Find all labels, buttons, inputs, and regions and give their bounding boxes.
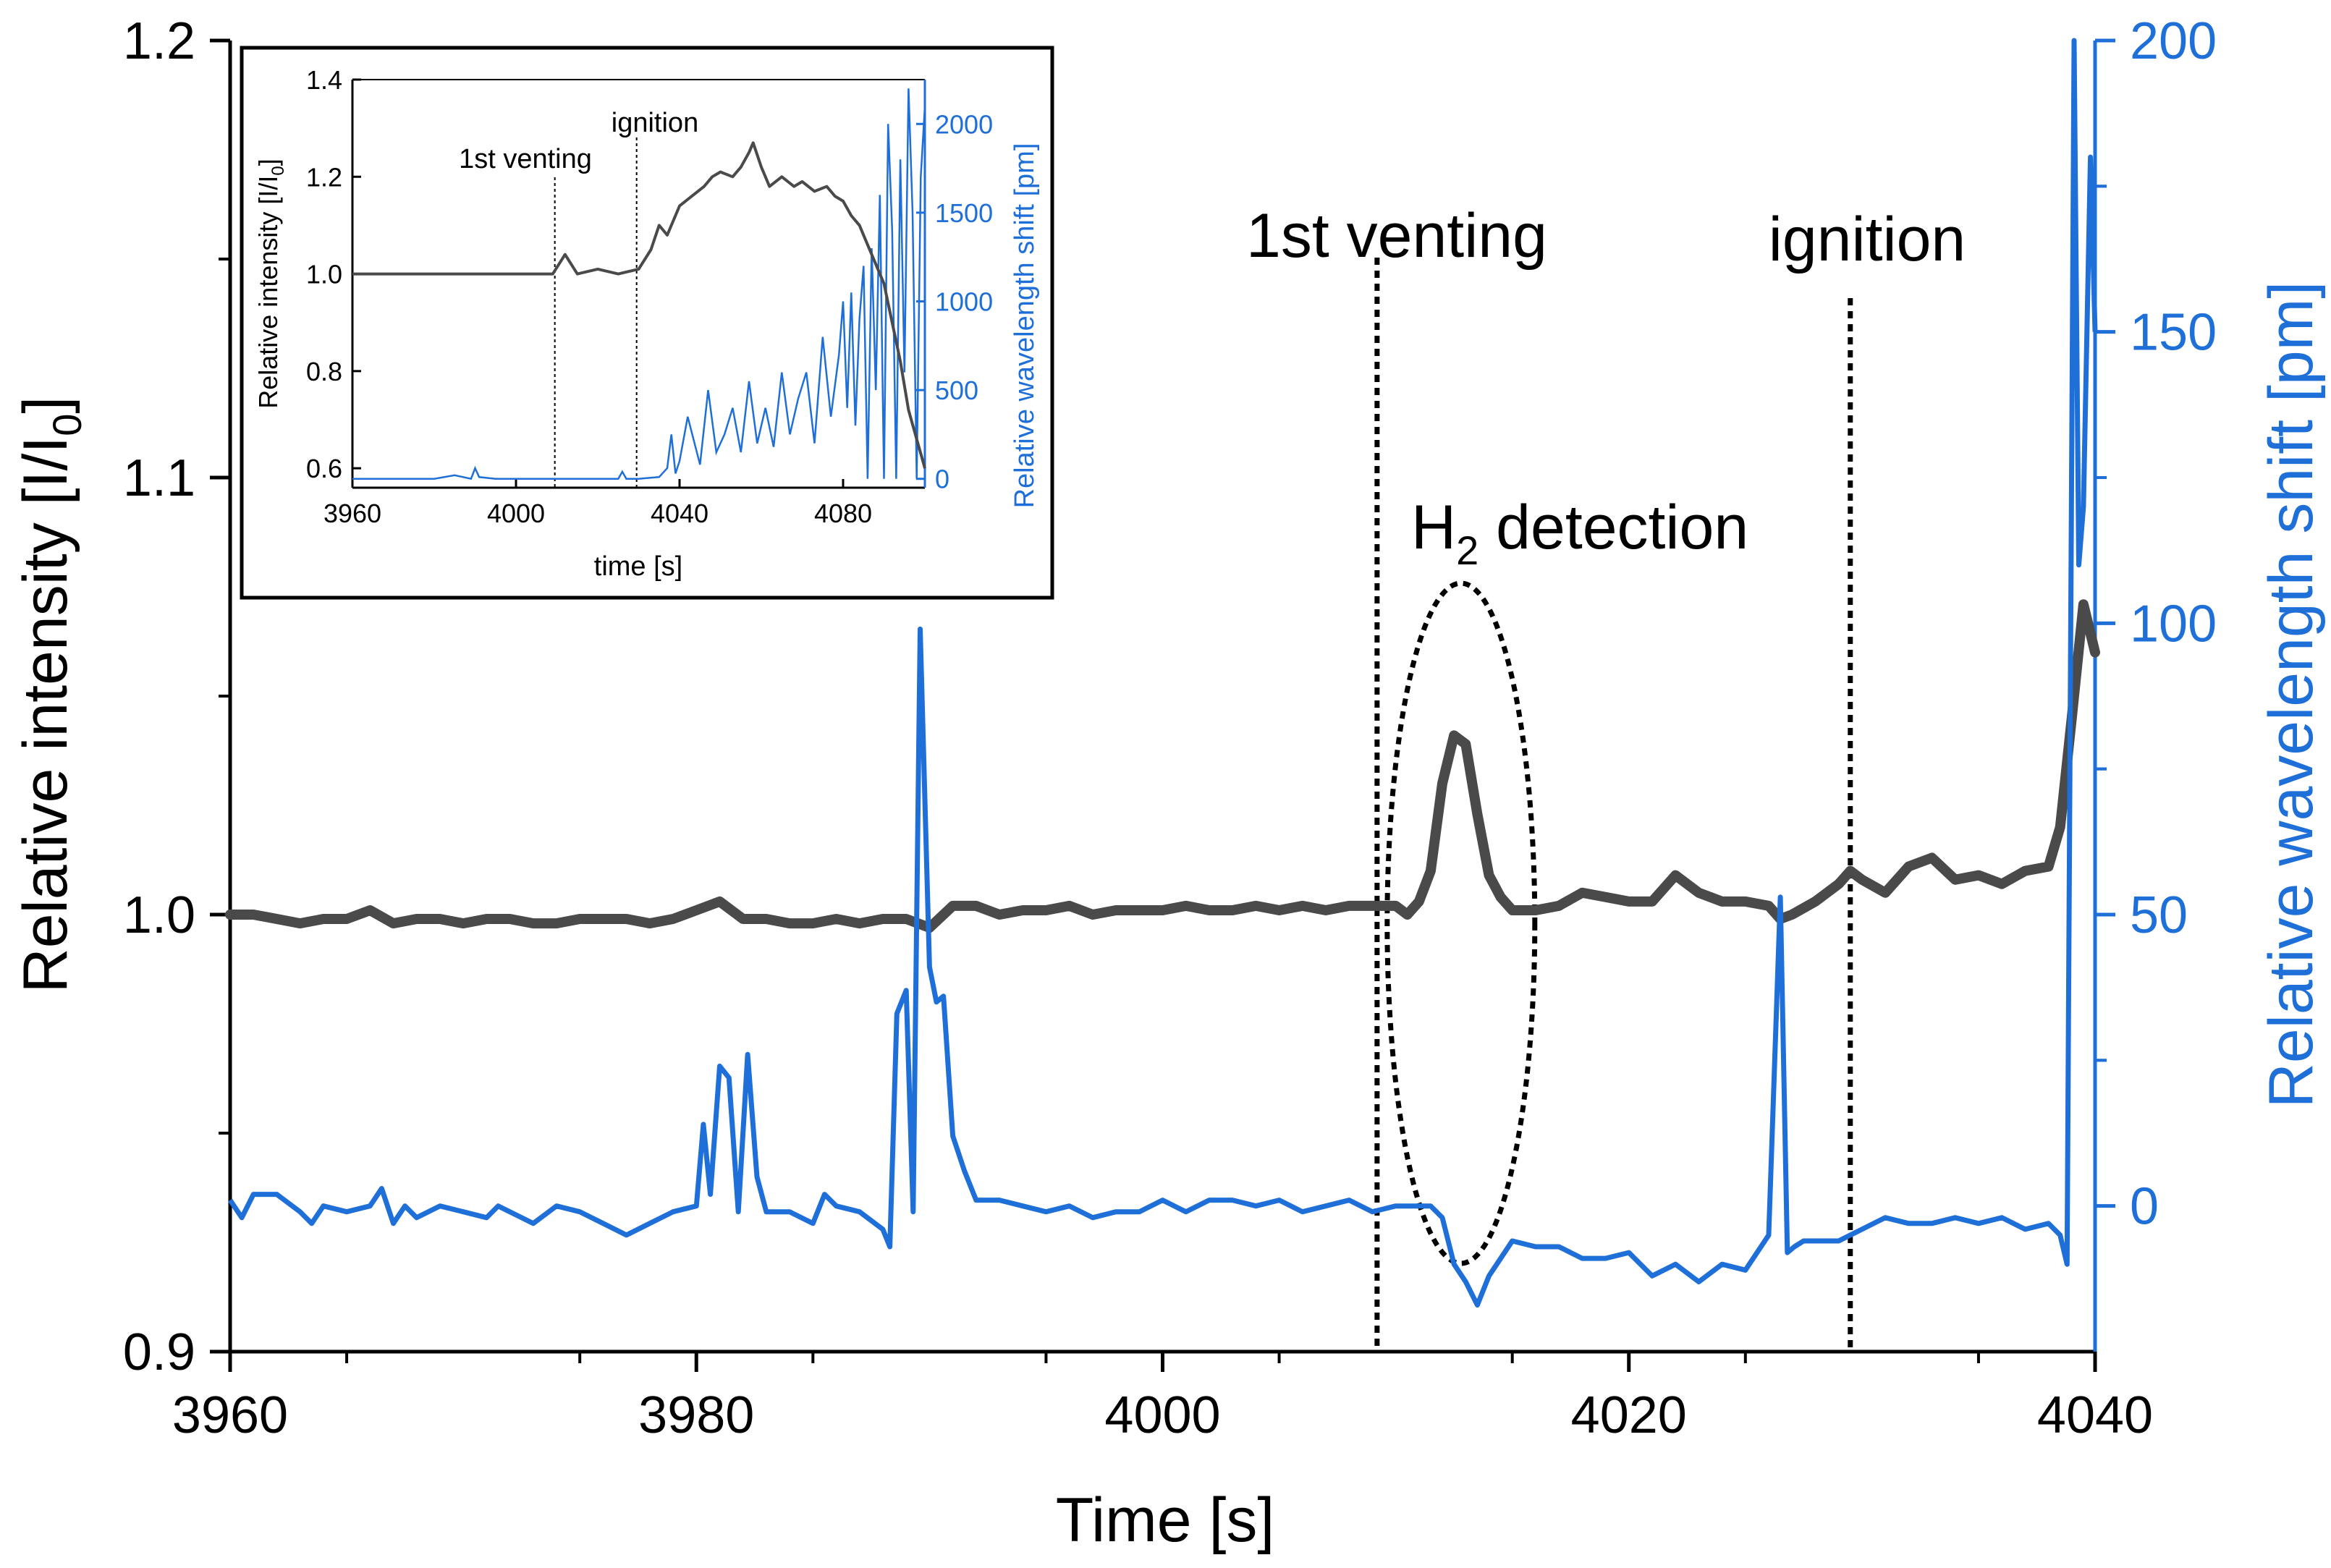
inset-y-right-tick-label: 1500 bbox=[935, 198, 993, 228]
h2-label-sub: 2 bbox=[1456, 527, 1478, 573]
main-y-right-tick-label: 50 bbox=[2130, 886, 2188, 944]
inset-y-right-tick-label: 1000 bbox=[935, 287, 993, 317]
inset-y-left-tick-label: 0.8 bbox=[306, 357, 342, 386]
main-axes: 3960 3980 4000 4020 4040 0.9 1.0 1.1 1.2 0 50 100… bbox=[123, 12, 2217, 1444]
main-y-right-tick-label: 150 bbox=[2130, 304, 2217, 362]
inset-y-right-tick-label: 2000 bbox=[935, 109, 993, 139]
h2-label-rest: detection bbox=[1478, 493, 1748, 562]
inset-y-left-label-end: ] bbox=[253, 158, 283, 166]
inset-y-left-tick-label: 1.2 bbox=[306, 162, 342, 192]
main-x-tick-label: 3980 bbox=[638, 1386, 754, 1444]
inset-y-left-tick-label: 1.0 bbox=[306, 260, 342, 289]
h2-detection-ellipse bbox=[1384, 580, 1538, 1266]
main-intensity-series-line bbox=[225, 599, 2100, 933]
inset-y-left-axis-label: Relative intensity [I/I0] bbox=[253, 158, 288, 409]
main-x-tick-label: 4020 bbox=[1571, 1386, 1687, 1444]
inset-shift-series-line bbox=[352, 88, 926, 480]
inset-y-left-label-sub: 0 bbox=[268, 166, 288, 175]
main-y-right-tick-label: 0 bbox=[2130, 1178, 2159, 1236]
ignition-label: ignition bbox=[1769, 205, 1966, 274]
main-x-tick-label: 4000 bbox=[1104, 1386, 1220, 1444]
inset-chart: 3960 4000 4040 4080 0.6 0.8 1.0 1.2 1.4 0 500 100… bbox=[240, 46, 1054, 600]
inset-y-left-ticks: 0.6 0.8 1.0 1.2 1.4 bbox=[306, 65, 361, 483]
inset-y-right-tick-label: 0 bbox=[935, 465, 949, 494]
main-y-right-axis-label: Relative wavelength shift [pm] bbox=[2256, 281, 2326, 1108]
main-y-left-tick-label: 0.9 bbox=[123, 1323, 195, 1381]
main-y-right-ticks: 0 50 100 150 200 bbox=[2095, 12, 2217, 1236]
main-y-right-tick-label: 100 bbox=[2130, 595, 2217, 653]
main-y-left-label-end: ] bbox=[11, 397, 80, 414]
main-x-axis-label: Time [s] bbox=[1056, 1486, 1275, 1555]
h2-detection-label: H2 detection bbox=[1411, 493, 1748, 573]
inset-x-ticks: 3960 4000 4040 4080 bbox=[323, 479, 872, 528]
inset-x-tick-label: 4040 bbox=[651, 499, 708, 528]
inset-x-tick-label: 4000 bbox=[487, 499, 545, 528]
inset-venting-label: 1st venting bbox=[459, 144, 592, 174]
main-y-left-label-text: Relative intensity [I/I bbox=[11, 436, 80, 993]
main-x-ticks: 3960 3980 4000 4020 4040 bbox=[172, 1352, 2153, 1444]
main-y-left-axis-label: Relative intensity [I/I0] bbox=[11, 397, 90, 993]
h2-label-main: H bbox=[1411, 493, 1456, 562]
main-y-right-tick-label: 200 bbox=[2130, 12, 2217, 70]
inset-intensity-series-line bbox=[352, 141, 926, 469]
inset-x-axis-label: time [s] bbox=[594, 551, 682, 582]
inset-frame bbox=[240, 46, 1054, 600]
inset-x-tick-label: 4080 bbox=[814, 499, 872, 528]
inset-y-right-tick-label: 500 bbox=[935, 376, 978, 405]
main-x-tick-label: 4040 bbox=[2037, 1386, 2153, 1444]
inset-y-left-tick-label: 1.4 bbox=[306, 65, 342, 95]
main-y-left-tick-label: 1.2 bbox=[123, 12, 195, 70]
inset-x-tick-label: 3960 bbox=[323, 499, 381, 528]
inset-y-right-ticks: 0 500 1000 1500 2000 bbox=[916, 109, 993, 494]
inset-y-left-tick-label: 0.6 bbox=[306, 454, 342, 483]
main-shift-series-line bbox=[228, 38, 2098, 1308]
main-annotations: 1st venting ignition H2 detection bbox=[1246, 201, 1966, 1352]
inset-ignition-label: ignition bbox=[612, 108, 698, 138]
inset-y-left-label-text: Relative intensity [I/I bbox=[253, 176, 283, 409]
venting-label: 1st venting bbox=[1246, 201, 1547, 271]
main-y-left-tick-label: 1.1 bbox=[123, 449, 195, 507]
main-y-left-ticks: 0.9 1.0 1.1 1.2 bbox=[123, 12, 230, 1381]
main-x-tick-label: 3960 bbox=[172, 1386, 288, 1444]
inset-y-right-axis-label: Relative wavelength shift [pm] bbox=[1010, 143, 1040, 509]
main-y-left-tick-label: 1.0 bbox=[123, 886, 195, 944]
main-y-left-label-sub: 0 bbox=[44, 414, 90, 436]
